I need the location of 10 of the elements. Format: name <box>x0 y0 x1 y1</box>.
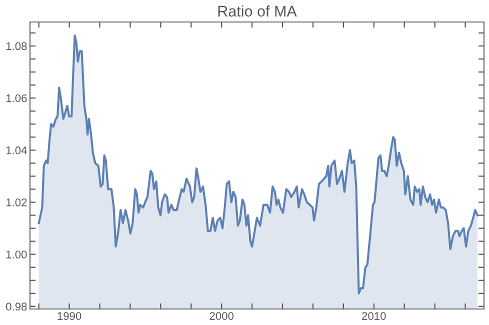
y-tick-label: 1.00 <box>6 250 27 258</box>
y-tick-label: 1.08 <box>6 42 27 50</box>
y-tick-label: 1.04 <box>6 146 27 154</box>
x-tick-label: 1990 <box>58 312 82 320</box>
y-tick-label: 1.02 <box>6 198 27 206</box>
y-tick-label: 1.06 <box>6 94 27 102</box>
x-tick-label: 2010 <box>362 312 386 320</box>
y-tick-label: 0.98 <box>6 302 27 311</box>
chart-title: Ratio of MA <box>218 5 297 17</box>
x-tick-label: 2000 <box>210 312 234 320</box>
